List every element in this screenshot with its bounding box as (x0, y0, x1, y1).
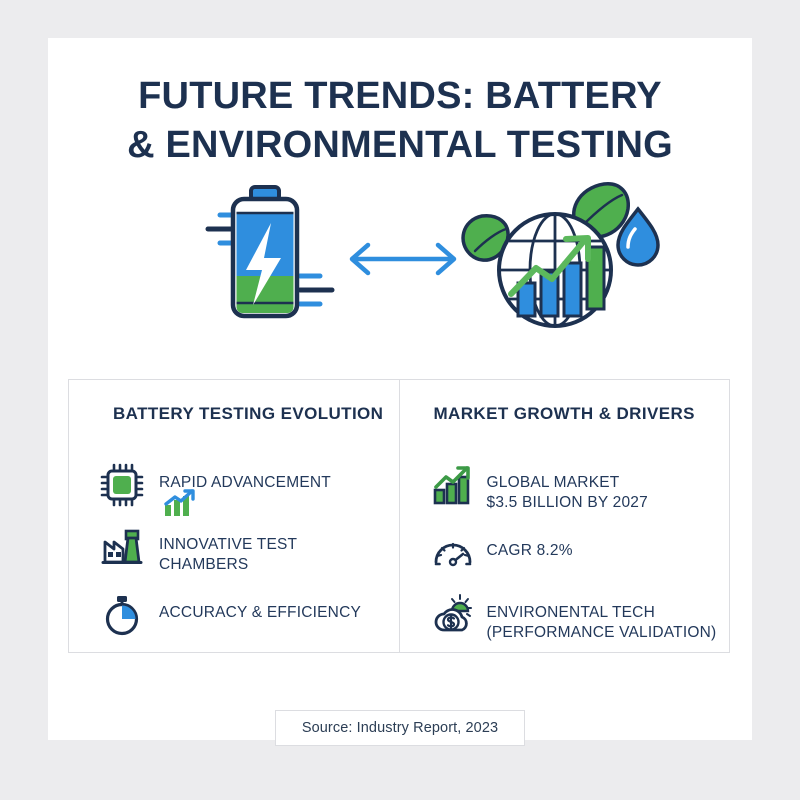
list-item-label: INNOVATIVE TEST CHAMBERS (159, 536, 298, 574)
mini-trend-arrow (164, 489, 195, 506)
hero-illustration (48, 171, 752, 356)
growth-chart-icon (430, 462, 476, 508)
globe-trend-arrow (508, 234, 591, 297)
list-item-label: RAPID ADVANCEMENT (159, 474, 331, 491)
hero-graphic (205, 181, 660, 328)
title-line-1: FUTURE TRENDS: BATTERY (138, 75, 662, 117)
bar-1 (516, 281, 537, 318)
stopwatch-wedge (122, 605, 136, 619)
list-item-label: CAGR 8.2% (486, 541, 573, 559)
bar-2 (539, 270, 560, 318)
gauge-icon (430, 530, 476, 576)
column-battery-testing-evolution: BATTERY TESTING EVOLUTION (69, 380, 399, 652)
source-badge: Source: Industry Report, 2023 (274, 710, 526, 746)
chip-core (113, 476, 131, 494)
gauge-hub (448, 557, 457, 567)
battery-charging-icon (205, 184, 335, 319)
leaf-left (461, 213, 510, 262)
eco-globe-growth-icon (461, 181, 660, 328)
list-item-innovative-test-chambers[interactable]: INNOVATIVE TEST CHAMBERS (99, 524, 399, 576)
stopwatch-crown (117, 595, 127, 602)
microchip-icon (99, 462, 145, 508)
window-1 (108, 552, 113, 557)
speed-lines-right (297, 273, 323, 307)
growth-arrow (433, 466, 470, 489)
gbar-3 (457, 475, 469, 505)
content-card: BATTERY TESTING EVOLUTION (68, 379, 730, 653)
gbar-2 (445, 482, 457, 505)
bar-chart-growth-icon (163, 488, 197, 518)
page-title: FUTURE TRENDS: BATTERY & ENVIRONMENTAL T… (48, 38, 752, 171)
gbar-1 (433, 488, 445, 505)
bar-4 (585, 245, 606, 311)
smokestack (123, 536, 141, 564)
column-market-growth-drivers: MARKET GROWTH & DRIVERS GLOBAL MARKET $3… (398, 380, 730, 652)
list-item-environmental-tech[interactable]: ENVIRONENTAL TECH (PERFORMANCE VALIDATIO… (430, 592, 730, 644)
list-item-rapid-advancement[interactable]: RAPID ADVANCEMENT (99, 462, 399, 516)
water-drop-icon (616, 205, 660, 267)
title-line-2: & ENVIRONMENTAL TESTING (127, 124, 673, 167)
mini-bar-2 (174, 500, 180, 516)
lightning-bolt (246, 222, 281, 305)
mini-bar-1 (165, 505, 171, 516)
gauge-ticks (435, 542, 470, 558)
column-right-heading: MARKET GROWTH & DRIVERS (433, 404, 695, 423)
window-2 (116, 552, 121, 557)
list-item-label: ACCURACY & EFFICIENCY (159, 603, 361, 621)
cloud-dollar-sun-icon (430, 592, 476, 638)
list-item-cagr[interactable]: CAGR 8.2% (430, 530, 730, 576)
infographic-page: FUTURE TRENDS: BATTERY & ENVIRONMENTAL T… (48, 38, 752, 746)
globe-bar-chart (516, 245, 606, 318)
bar-3 (562, 261, 583, 318)
list-item-label: ENVIRONENTAL TECH (PERFORMANCE VALIDATIO… (486, 603, 717, 642)
stopwatch-icon (99, 592, 145, 638)
dollar-sign (441, 613, 460, 631)
sun-rays (450, 593, 472, 617)
list-item-accuracy-efficiency[interactable]: ACCURACY & EFFICIENCY (99, 592, 399, 638)
factory-icon (99, 524, 145, 570)
column-left-heading: BATTERY TESTING EVOLUTION (113, 404, 384, 423)
list-item-global-market[interactable]: GLOBAL MARKET $3.5 BILLION BY 2027 (430, 462, 730, 514)
mini-bar-3 (183, 496, 189, 516)
list-item-label: GLOBAL MARKET $3.5 BILLION BY 2027 (486, 474, 648, 512)
bidirectional-arrow-icon (349, 242, 457, 276)
footer: Source: Industry Report, 2023 (48, 710, 752, 746)
